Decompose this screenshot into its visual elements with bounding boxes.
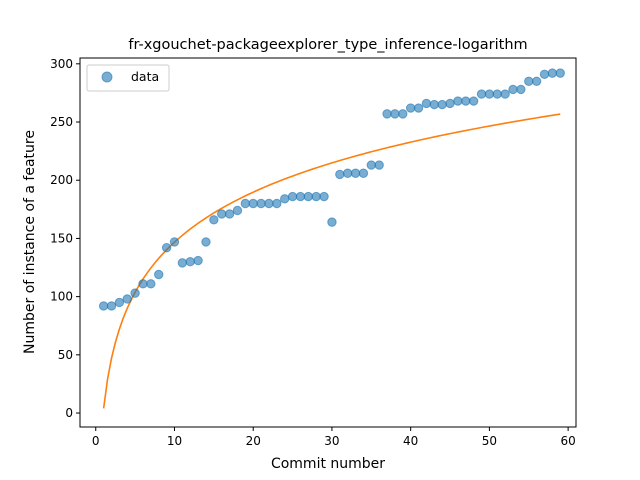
data-point: [374, 160, 384, 170]
y-tick-label: 50: [58, 348, 73, 362]
data-point: [429, 99, 439, 110]
data-point: [342, 168, 353, 178]
data-point: [122, 294, 132, 304]
data-point: [350, 168, 361, 178]
data-point: [413, 103, 424, 113]
x-axis-label: Commit number: [271, 456, 385, 472]
data-point: [335, 169, 345, 180]
data-point: [279, 194, 290, 204]
data-point: [177, 258, 188, 268]
y-tick-label: 200: [50, 173, 73, 187]
legend-box: [86, 64, 170, 92]
y-tick-label: 100: [50, 290, 73, 304]
data-point: [405, 103, 416, 113]
data-point: [421, 98, 432, 109]
data-point: [311, 191, 321, 202]
data-point: [516, 84, 526, 95]
data-point: [500, 89, 510, 99]
legend: data: [86, 64, 170, 92]
y-axis-ticks: 0 50 100 150 200 250 300: [50, 57, 80, 420]
data-point: [232, 205, 243, 216]
legend-entry-data: data: [131, 69, 159, 84]
y-tick-label: 250: [50, 115, 73, 129]
data-point: [508, 84, 518, 95]
x-tick-label: 10: [167, 434, 182, 448]
data-point: [146, 279, 156, 289]
data-point: [98, 301, 109, 311]
data-point: [209, 215, 219, 225]
data-point: [366, 160, 377, 170]
data-point: [303, 191, 314, 202]
data-points-layer: [98, 68, 565, 311]
data-point: [531, 76, 542, 86]
x-tick-label: 50: [482, 434, 497, 448]
data-point: [114, 297, 125, 308]
x-tick-label: 20: [246, 434, 261, 448]
data-point: [224, 209, 235, 219]
data-point: [138, 279, 148, 289]
chart-title: fr-xgouchet-packageexplorer_type_inferen…: [128, 37, 527, 53]
fit-line: [102, 113, 561, 409]
data-point: [390, 109, 400, 119]
data-point: [492, 89, 502, 99]
data-point: [287, 191, 298, 202]
data-point: [524, 76, 534, 86]
data-point: [453, 96, 463, 106]
data-point: [106, 301, 117, 311]
data-point: [468, 96, 479, 106]
data-point: [264, 198, 274, 209]
x-tick-label: 0: [92, 434, 100, 448]
data-point: [130, 288, 140, 298]
x-tick-label: 40: [403, 434, 418, 448]
data-point: [256, 198, 266, 209]
data-point: [539, 69, 550, 79]
data-point: [240, 198, 251, 209]
data-point: [154, 269, 164, 280]
data-point: [445, 98, 455, 109]
legend-marker: [101, 71, 113, 83]
data-point: [327, 217, 337, 227]
data-point: [555, 68, 565, 78]
data-point: [295, 191, 306, 202]
data-point: [272, 198, 282, 209]
data-point: [484, 89, 495, 99]
y-axis-label: Number of instance of a feature: [22, 130, 38, 354]
data-point: [169, 237, 180, 247]
y-tick-label: 300: [50, 57, 73, 71]
data-point: [461, 96, 471, 106]
data-point: [358, 168, 369, 178]
plot-area: [98, 68, 565, 409]
data-point: [398, 109, 408, 119]
data-point: [193, 255, 203, 266]
data-point: [201, 237, 211, 247]
fit-line-layer: [102, 113, 561, 409]
y-tick-label: 150: [50, 231, 73, 245]
data-point: [161, 243, 172, 253]
data-point: [476, 89, 487, 99]
axes-frame: [79, 57, 577, 428]
data-point: [248, 198, 258, 209]
x-tick-label: 60: [560, 434, 575, 448]
x-tick-label: 30: [324, 434, 339, 448]
data-point: [382, 109, 392, 119]
data-point: [185, 257, 195, 267]
x-axis-ticks: 0 10 20 30 40 50 60: [92, 427, 576, 448]
data-point: [547, 68, 558, 78]
data-point: [319, 191, 329, 202]
data-point: [217, 209, 227, 219]
y-tick-label: 0: [65, 406, 73, 420]
data-point: [437, 99, 447, 110]
